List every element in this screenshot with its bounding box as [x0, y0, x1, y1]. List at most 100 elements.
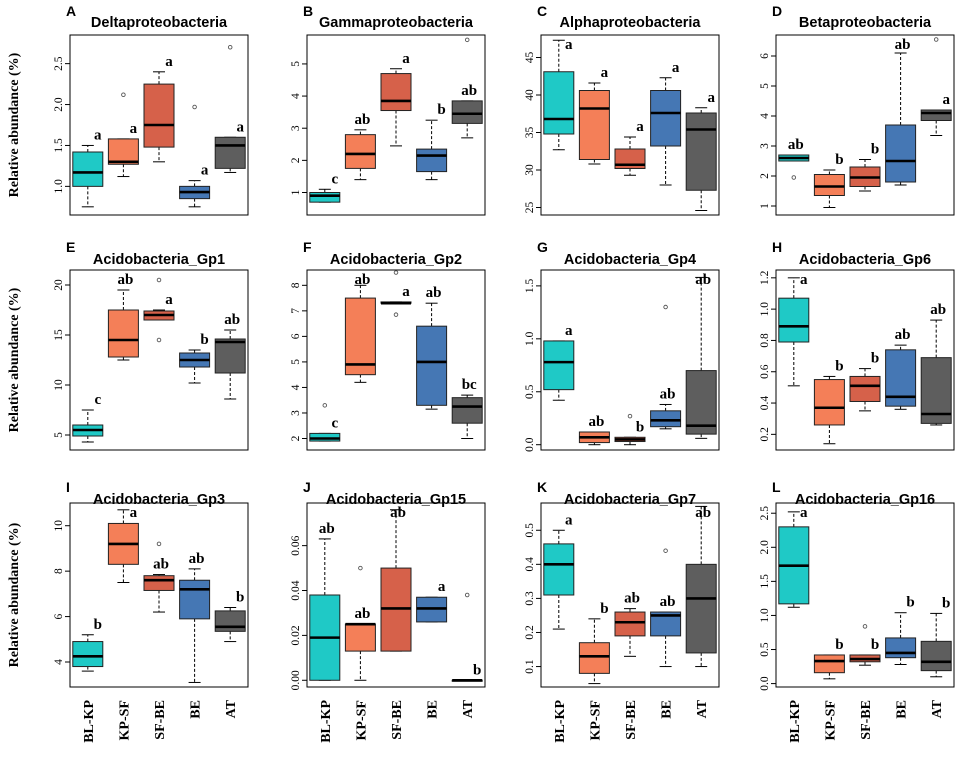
y-tick-label: 0.00 — [290, 670, 302, 690]
box-AT: a — [685, 90, 717, 211]
box-SF-BE: a — [614, 119, 646, 176]
significance-letter: b — [942, 595, 950, 611]
panel-title: Acidobacteria_Gp2 — [330, 252, 462, 268]
x-category-label: AT — [224, 699, 239, 718]
outlier-point — [156, 337, 162, 343]
box-SF-BE: a — [380, 51, 412, 147]
outlier-point — [322, 403, 328, 408]
box-body — [143, 575, 175, 591]
box-AT: ab — [685, 505, 717, 668]
y-tick-label: 1.2 — [759, 270, 771, 285]
significance-letter: ab — [319, 521, 335, 537]
y-axis-label: Relative abundance (%) — [7, 522, 22, 667]
y-tick-label: 1 — [759, 203, 771, 209]
plot-frame — [69, 34, 249, 216]
significance-letter: a — [130, 505, 138, 521]
box-KP-SF: b — [813, 358, 845, 445]
box-body — [309, 192, 341, 203]
outlier-point — [393, 270, 399, 275]
x-category-label: KP-SF — [354, 700, 369, 740]
box-body — [214, 610, 246, 632]
box-body — [416, 148, 448, 173]
box-body — [920, 109, 952, 121]
box-body — [650, 611, 682, 637]
box-KP-SF: b — [813, 152, 845, 208]
box-BL-KP: a — [543, 37, 575, 151]
outlier-point — [464, 37, 470, 43]
outlier-point — [156, 277, 162, 283]
box-body — [416, 325, 448, 406]
significance-letter: a — [707, 90, 715, 106]
outlier-point — [393, 312, 399, 317]
x-category-label: KP-SF — [823, 700, 838, 740]
outlier-point — [933, 37, 939, 42]
box-BE: b — [416, 102, 448, 181]
box-body — [778, 297, 810, 343]
y-tick-label: 10 — [53, 520, 65, 532]
y-tick-label: 0.2 — [524, 625, 536, 640]
panel-letter: H — [772, 239, 782, 255]
y-tick-label: 1.5 — [53, 138, 65, 153]
significance-letter: ab — [660, 594, 676, 610]
box-body — [143, 83, 175, 148]
box-body — [543, 71, 575, 135]
y-tick-label: 2.0 — [53, 97, 65, 112]
box-KP-SF: ab — [107, 272, 139, 361]
outlier-point — [227, 45, 233, 50]
significance-letter: ab — [354, 606, 370, 622]
panel-J: JAcidobacteria_Gp150.000.020.040.06ababa… — [290, 479, 486, 690]
box-body — [380, 73, 412, 112]
significance-letter: a — [800, 272, 808, 288]
y-tick-label: 1.5 — [759, 574, 771, 589]
box-AT: bc — [451, 377, 483, 440]
box-BE: ab — [885, 327, 917, 410]
y-axis-label: Relative abundance (%) — [7, 287, 22, 432]
box-BE: ab — [885, 37, 917, 186]
y-tick-label: 5 — [290, 359, 302, 365]
box-BL-KP: c — [309, 171, 341, 203]
box-BL-KP: c — [309, 403, 341, 442]
panel-title: Acidobacteria_Gp3 — [93, 492, 225, 508]
significance-letter: a — [402, 51, 410, 67]
plot-frame — [540, 269, 720, 451]
panel-letter: G — [537, 239, 548, 255]
significance-letter: b — [871, 142, 879, 158]
box-body — [685, 112, 717, 191]
y-tick-label: 5 — [759, 83, 771, 89]
y-tick-label: 6 — [290, 333, 302, 339]
box-body — [578, 90, 610, 160]
y-tick-label: 8 — [53, 568, 65, 574]
box-body — [179, 579, 211, 620]
significance-letter: ab — [588, 414, 604, 430]
box-BE: ab — [416, 285, 448, 410]
y-tick-label: 20 — [53, 279, 65, 291]
significance-letter: b — [636, 419, 644, 435]
box-BL-KP: a — [778, 272, 810, 387]
y-axis-label: Relative abundance (%) — [7, 52, 22, 197]
box-AT: a — [920, 37, 952, 136]
panel-title: Acidobacteria_Gp6 — [799, 252, 931, 268]
box-body — [72, 641, 104, 668]
y-tick-label: 1.0 — [524, 331, 536, 346]
y-tick-label: 7 — [290, 308, 302, 314]
box-SF-BE: ab — [143, 541, 175, 613]
panel-C: C Alphaproteobacteria 25 30 35 40 45 a a a a a — [524, 3, 720, 216]
significance-letter: b — [835, 152, 843, 168]
significance-letter: b — [871, 637, 879, 653]
outlier-point — [663, 548, 668, 553]
significance-letter: b — [236, 589, 244, 605]
panel-title: Alphaproteobacteria — [560, 15, 702, 31]
box-BE: b — [885, 595, 917, 666]
box-BL-KP: a — [543, 323, 575, 401]
box-BE: a — [179, 104, 211, 208]
box-BL-KP: b — [72, 617, 104, 672]
box-SF-BE: ab — [380, 505, 412, 652]
panel-letter: J — [303, 479, 311, 495]
y-tick-label: 30 — [524, 164, 536, 176]
significance-letter: a — [601, 65, 609, 81]
significance-letter: a — [942, 92, 950, 108]
box-BL-KP: a — [778, 505, 810, 608]
